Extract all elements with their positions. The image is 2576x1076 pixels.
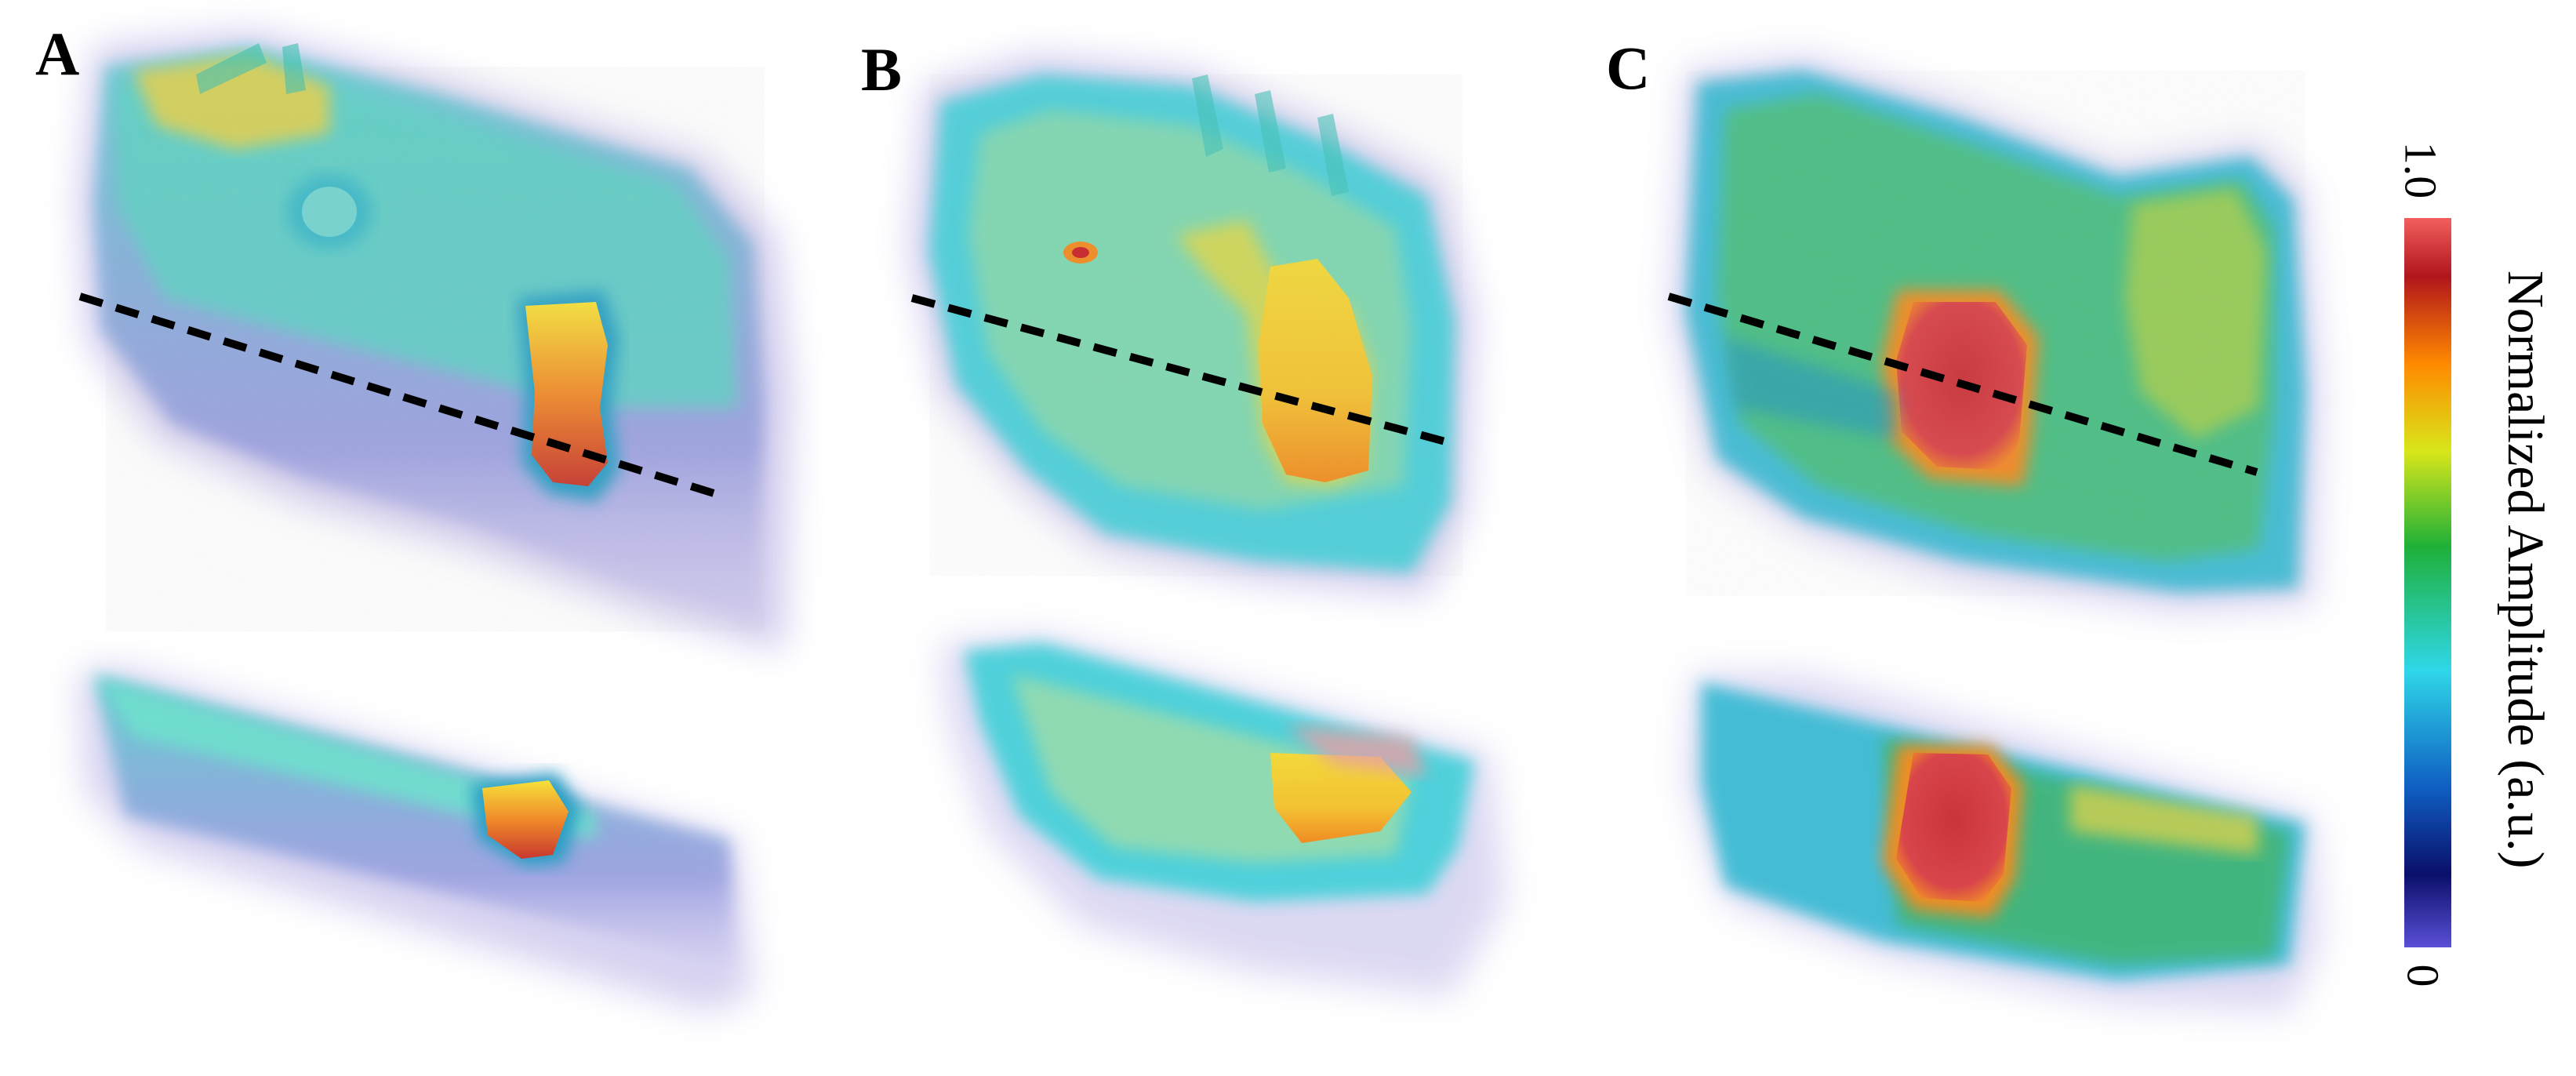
colorbar	[2404, 218, 2451, 947]
panel-b-top-volume	[910, 55, 1474, 596]
panel-label-a: A	[35, 20, 80, 88]
panel-label-c: C	[1606, 34, 1651, 102]
panel-b-bottom-slice	[941, 635, 1506, 996]
dashed-line-b	[910, 294, 1459, 449]
panel-c-bottom-slice	[1686, 674, 2321, 1012]
panel-a-top-volume	[78, 31, 792, 651]
colorbar-max-label: 1.0	[2395, 141, 2447, 199]
panel-label-b: B	[861, 35, 903, 104]
panel-c-top-volume	[1670, 55, 2321, 612]
dashed-line-c	[1667, 293, 2258, 476]
panel-a-bottom-slice	[78, 667, 936, 1012]
colorbar-title: Normalized Amplitude (a.u.)	[2497, 271, 2554, 869]
colorbar-min-label: 0	[2397, 964, 2449, 987]
